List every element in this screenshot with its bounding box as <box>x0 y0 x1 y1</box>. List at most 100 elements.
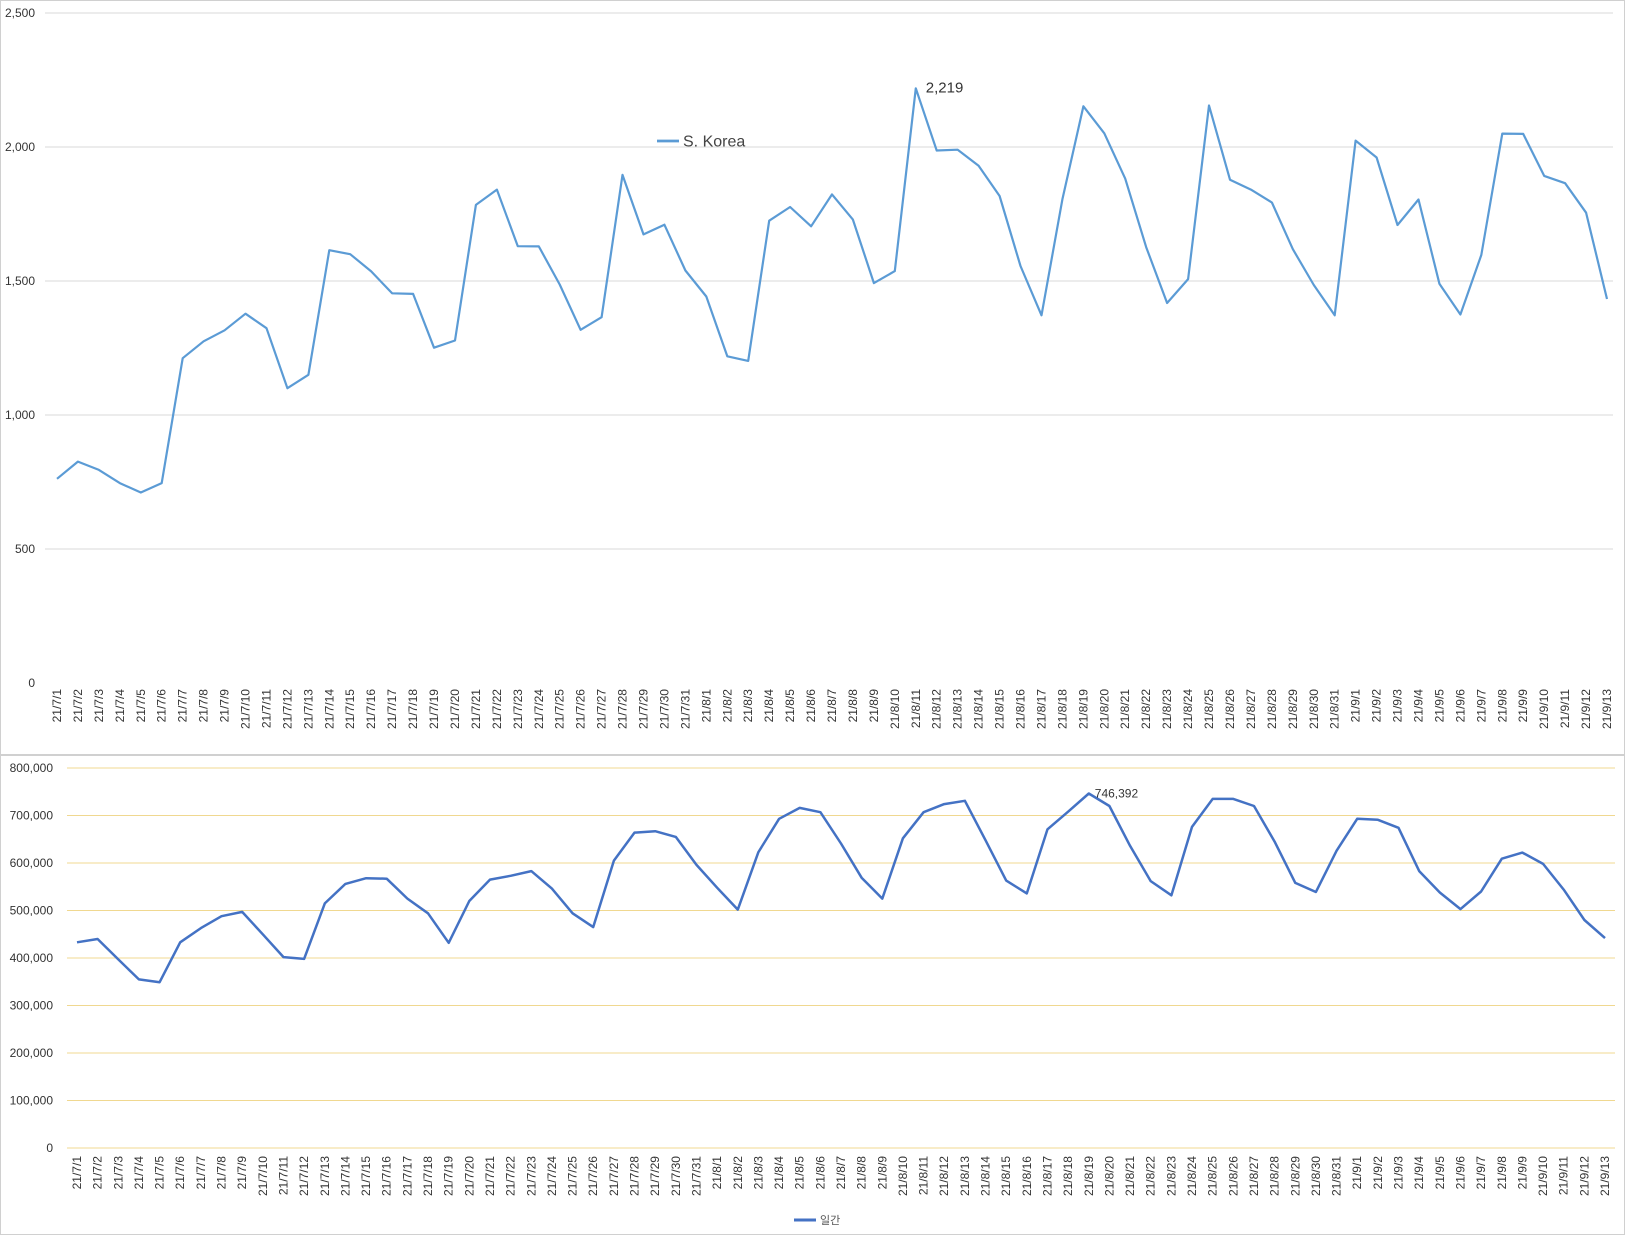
y-tick-label: 2,000 <box>5 140 35 154</box>
x-tick-label: 21/7/30 <box>669 1156 683 1196</box>
x-tick-label: 21/8/27 <box>1244 689 1258 729</box>
x-tick-label: 21/8/9 <box>867 689 881 723</box>
x-tick-label: 21/8/31 <box>1328 689 1342 729</box>
x-tick-label: 21/7/15 <box>343 689 357 729</box>
y-tick-label: 500,000 <box>10 904 54 918</box>
y-tick-label: 500 <box>15 542 35 556</box>
x-tick-label: 21/7/3 <box>111 1156 125 1190</box>
x-tick-label: 21/9/10 <box>1537 689 1551 729</box>
x-tick-label: 21/9/4 <box>1412 1156 1426 1190</box>
x-tick-label: 21/8/31 <box>1330 1156 1344 1196</box>
x-tick-label: 21/8/6 <box>804 689 818 723</box>
x-tick-label: 21/9/11 <box>1557 1156 1571 1195</box>
x-tick-label: 21/7/12 <box>280 689 294 729</box>
y-tick-label: 0 <box>28 676 35 690</box>
x-tick-label: 21/7/6 <box>155 689 169 723</box>
x-tick-label: 21/7/7 <box>194 1156 208 1190</box>
x-tick-label: 21/8/28 <box>1268 1156 1282 1196</box>
legend-label: S. Korea <box>683 134 745 151</box>
x-tick-label: 21/8/12 <box>930 689 944 729</box>
x-tick-label: 21/8/25 <box>1206 1156 1220 1196</box>
x-tick-label: 21/9/6 <box>1453 689 1467 723</box>
series-line <box>57 88 1607 492</box>
x-tick-label: 21/9/9 <box>1515 1156 1529 1190</box>
x-tick-label: 21/7/8 <box>197 689 211 723</box>
y-tick-label: 800,000 <box>10 761 54 775</box>
x-tick-label: 21/8/9 <box>875 1156 889 1190</box>
x-tick-label: 21/8/21 <box>1123 1156 1137 1196</box>
x-tick-label: 21/9/12 <box>1577 1156 1591 1196</box>
x-tick-label: 21/7/2 <box>71 689 85 723</box>
y-tick-label: 300,000 <box>10 999 54 1013</box>
x-tick-label: 21/8/5 <box>793 1156 807 1190</box>
x-tick-label: 21/9/1 <box>1349 689 1363 723</box>
x-tick-label: 21/8/4 <box>772 1156 786 1190</box>
x-tick-label: 21/8/5 <box>783 689 797 723</box>
x-tick-label: 21/8/23 <box>1164 1156 1178 1196</box>
x-tick-label: 21/8/20 <box>1097 689 1111 729</box>
x-tick-label: 21/7/20 <box>448 689 462 729</box>
x-tick-label: 21/7/23 <box>524 1156 538 1196</box>
x-tick-label: 21/8/2 <box>731 1156 745 1190</box>
data-label: 746,392 <box>1095 786 1139 800</box>
x-tick-label: 21/7/9 <box>235 1156 249 1190</box>
x-tick-label: 21/7/18 <box>406 689 420 729</box>
x-tick-label: 21/8/14 <box>972 689 986 729</box>
x-tick-label: 21/8/30 <box>1309 1156 1323 1196</box>
x-tick-label: 21/8/10 <box>896 1156 910 1196</box>
x-tick-label: 21/8/10 <box>888 689 902 729</box>
x-tick-label: 21/7/29 <box>648 1156 662 1196</box>
x-tick-label: 21/7/20 <box>462 1156 476 1196</box>
x-tick-label: 21/7/4 <box>132 1156 146 1190</box>
x-tick-label: 21/8/15 <box>999 1156 1013 1196</box>
x-tick-label: 21/8/16 <box>1020 1156 1034 1196</box>
x-tick-label: 21/8/22 <box>1144 1156 1158 1196</box>
x-tick-label: 21/7/14 <box>338 1156 352 1196</box>
x-tick-label: 21/9/6 <box>1453 1156 1467 1190</box>
x-tick-label: 21/8/8 <box>855 1156 869 1190</box>
y-tick-label: 100,000 <box>10 1094 54 1108</box>
x-tick-label: 21/8/11 <box>909 689 923 728</box>
x-tick-label: 21/7/27 <box>595 689 609 729</box>
x-tick-label: 21/9/13 <box>1600 689 1614 729</box>
x-tick-label: 21/7/2 <box>91 1156 105 1190</box>
x-tick-label: 21/8/27 <box>1247 1156 1261 1196</box>
x-tick-label: 21/7/17 <box>385 689 399 729</box>
x-tick-label: 21/8/24 <box>1181 689 1195 729</box>
x-tick-label: 21/7/29 <box>636 689 650 729</box>
x-tick-label: 21/9/2 <box>1370 689 1384 723</box>
x-tick-label: 21/7/8 <box>215 1156 229 1190</box>
x-tick-label: 21/7/1 <box>70 1156 84 1190</box>
data-label: 2,219 <box>926 79 964 96</box>
x-tick-label: 21/8/3 <box>741 689 755 723</box>
x-tick-label: 21/7/22 <box>504 1156 518 1196</box>
x-tick-label: 21/7/13 <box>301 689 315 729</box>
x-tick-label: 21/8/13 <box>951 689 965 729</box>
x-tick-label: 21/7/16 <box>364 689 378 729</box>
x-tick-label: 21/8/11 <box>917 1156 931 1195</box>
x-tick-label: 21/8/16 <box>1014 689 1028 729</box>
x-tick-label: 21/7/3 <box>92 689 106 723</box>
x-tick-label: 21/7/24 <box>532 689 546 729</box>
x-tick-label: 21/8/19 <box>1082 1156 1096 1196</box>
x-tick-label: 21/7/19 <box>427 689 441 729</box>
x-tick-label: 21/8/20 <box>1102 1156 1116 1196</box>
y-tick-label: 0 <box>46 1141 53 1155</box>
x-tick-label: 21/8/26 <box>1223 689 1237 729</box>
y-tick-label: 1,000 <box>5 408 35 422</box>
x-tick-label: 21/8/7 <box>825 689 839 723</box>
x-tick-label: 21/8/19 <box>1076 689 1090 729</box>
x-tick-label: 21/7/21 <box>483 1156 497 1196</box>
x-tick-label: 21/7/10 <box>256 1156 270 1196</box>
x-tick-label: 21/8/2 <box>720 689 734 723</box>
x-tick-label: 21/8/28 <box>1265 689 1279 729</box>
x-tick-label: 21/7/24 <box>545 1156 559 1196</box>
x-tick-label: 21/8/8 <box>846 689 860 723</box>
x-tick-label: 21/8/17 <box>1034 689 1048 729</box>
x-tick-label: 21/7/28 <box>628 1156 642 1196</box>
legend-label: 일간 <box>820 1213 840 1227</box>
x-tick-label: 21/8/17 <box>1040 1156 1054 1196</box>
x-tick-label: 21/7/17 <box>400 1156 414 1196</box>
